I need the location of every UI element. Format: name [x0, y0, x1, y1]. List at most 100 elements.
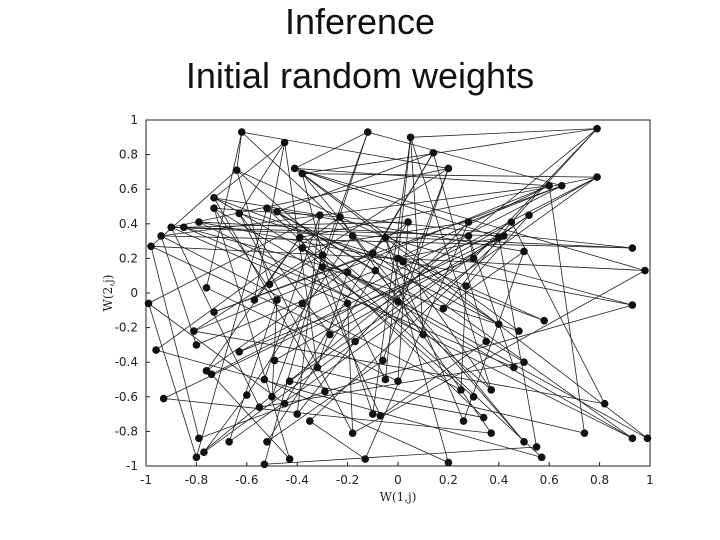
edge-line [269, 254, 323, 285]
edge-line [213, 197, 326, 392]
weight-point [376, 412, 385, 420]
weight-point [532, 443, 541, 451]
edge-line [347, 303, 354, 434]
edge-line [238, 213, 331, 335]
weight-point [298, 299, 307, 308]
weight-point [280, 399, 289, 408]
edge-line [322, 266, 520, 332]
weight-point [265, 280, 274, 289]
edge-line [193, 168, 449, 332]
edge-line [443, 251, 525, 309]
weight-point [482, 337, 491, 346]
edge-line [385, 237, 464, 422]
weight-point [235, 209, 244, 218]
weight-point [464, 232, 473, 240]
edge-line [316, 272, 348, 368]
weight-point [459, 417, 468, 425]
edge-line [302, 128, 598, 175]
weight-point [641, 266, 649, 275]
edge-line [213, 197, 545, 322]
weight-point [190, 327, 198, 335]
y-tick-label: 0.8 [119, 148, 138, 162]
edge-line [301, 221, 409, 304]
edge-line [410, 128, 598, 138]
weight-point [429, 149, 438, 157]
weight-point [520, 358, 528, 367]
edge-line [329, 235, 505, 335]
edge-line [239, 185, 562, 353]
edge-line [264, 254, 323, 465]
weight-point [159, 394, 168, 403]
weight-point [192, 341, 201, 349]
weight-point [195, 434, 203, 443]
weight-point [167, 223, 175, 232]
edge-line [468, 235, 474, 259]
edge-line [196, 128, 598, 458]
edge-line [148, 303, 197, 458]
edge-line [372, 137, 411, 415]
edge-line [397, 185, 550, 259]
weight-point [295, 233, 304, 242]
weight-point [469, 393, 478, 401]
plot-area [145, 119, 651, 467]
weight-point [210, 194, 218, 202]
weight-point [343, 299, 352, 308]
weight-point [381, 375, 390, 384]
edge-line [171, 168, 449, 228]
edge-line [289, 380, 484, 418]
edge-line [264, 215, 321, 380]
weight-point [628, 301, 637, 309]
edge-line [264, 379, 449, 463]
edge-line [148, 303, 285, 405]
weight-point [545, 181, 553, 190]
y-axis-label: W(2,j) [101, 275, 115, 312]
edge-line [294, 168, 648, 439]
edge-line [294, 168, 550, 187]
edge-line [193, 330, 605, 405]
weight-point [363, 128, 372, 136]
edge-line [213, 197, 633, 439]
weight-point [268, 393, 276, 401]
y-tick-label: 0.4 [119, 217, 138, 231]
weight-point [285, 455, 294, 463]
y-axis: 1 0.8 0.6 0.4 0.2 0 -0.2 -0.4 -0.6 -0.8 -1 [115, 113, 150, 473]
weight-point [192, 453, 201, 462]
weight-point [404, 218, 412, 226]
weight-point [273, 207, 281, 216]
weight-point [628, 244, 637, 252]
edge-line [302, 173, 598, 178]
weight-point [487, 386, 496, 394]
weight-point [394, 297, 402, 306]
edge-line [410, 137, 492, 391]
edge-line [296, 341, 356, 415]
weight-point [495, 320, 503, 328]
edge-line [264, 446, 537, 465]
edge-line [228, 299, 278, 442]
y-tick-label: 0.6 [119, 182, 138, 196]
weight-point [232, 166, 241, 174]
edge-line [163, 398, 492, 434]
x-tick-label: 0.4 [489, 473, 508, 487]
weight-point [593, 173, 601, 181]
weight-point [348, 429, 357, 437]
edges-layer [148, 128, 648, 465]
edge-line [465, 214, 530, 287]
edge-line [309, 420, 366, 460]
weight-point [313, 363, 322, 372]
x-tick-label: -0.2 [336, 473, 359, 487]
weight-point [593, 124, 601, 133]
edge-line [322, 254, 386, 380]
weight-point [290, 164, 299, 173]
edge-line [213, 142, 285, 199]
weight-point [487, 429, 496, 437]
edge-line [284, 142, 318, 368]
weight-point [225, 437, 233, 446]
weight-point [394, 377, 402, 386]
edge-line [372, 252, 633, 439]
edge-line [206, 287, 399, 382]
edge-line [160, 235, 462, 391]
weight-point [210, 308, 218, 316]
weight-point [144, 299, 153, 308]
y-tick-label: 1 [130, 113, 138, 127]
y-tick-label: 0.2 [119, 251, 138, 265]
